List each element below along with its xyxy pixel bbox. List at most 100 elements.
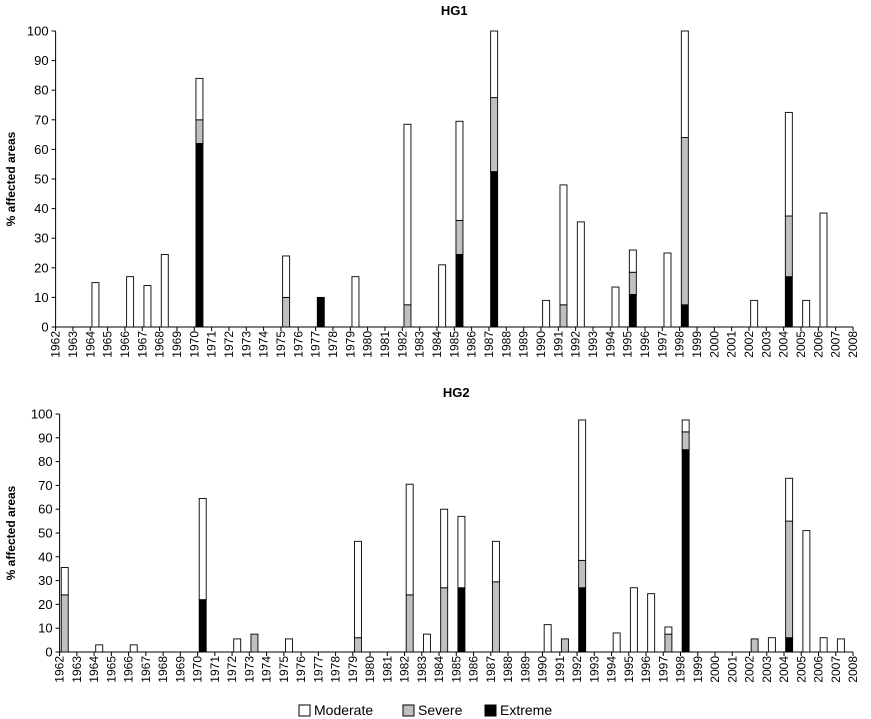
x-tick-label: 1991 (551, 331, 565, 358)
bar-segment-moderate (681, 419, 690, 433)
y-axis-label: % affected areas (4, 485, 18, 580)
x-tick-label: 1998 (673, 331, 687, 358)
x-tick-label: 2006 (811, 331, 825, 358)
x-tick-label: 2005 (794, 331, 808, 358)
bar-segment-severe (405, 594, 414, 653)
x-tick-label: 1984 (432, 656, 446, 683)
x-tick-label: 1971 (205, 331, 219, 358)
bar-segment-moderate (819, 212, 828, 328)
x-tick-label: 2004 (777, 331, 791, 358)
x-tick-label: 1983 (415, 656, 429, 683)
x-tick-label: 2002 (742, 331, 756, 358)
x-tick-label: 1965 (104, 656, 118, 683)
bar-segment-moderate (629, 587, 638, 653)
x-tick-label: 2001 (725, 656, 739, 683)
x-tick-label: 1966 (118, 331, 132, 358)
y-tick-label: 20 (34, 260, 48, 275)
x-tick-label: 2003 (760, 656, 774, 683)
bar-segment-moderate (819, 637, 828, 653)
bar-segment-moderate (647, 593, 656, 653)
bar-segment-moderate (802, 299, 811, 328)
x-tick-label: 1983 (413, 331, 427, 358)
x-tick-label: 1964 (83, 331, 97, 358)
bar-segment-moderate (785, 477, 794, 522)
y-tick-label: 40 (38, 549, 52, 564)
x-tick-label: 1986 (467, 656, 481, 683)
bar-segment-extreme (681, 449, 690, 653)
bar-segment-moderate (767, 637, 776, 653)
bar-segment-moderate (284, 638, 293, 653)
y-tick-label: 70 (34, 112, 48, 127)
x-tick-label: 1967 (139, 656, 153, 683)
x-tick-label: 1984 (430, 331, 444, 358)
bar-segment-severe (490, 97, 499, 173)
x-tick-label: 2008 (846, 331, 860, 358)
bar-segment-moderate (457, 515, 466, 589)
bar-segment-extreme (490, 171, 499, 328)
x-tick-label: 1992 (569, 331, 583, 358)
chart-panel-hg2: HG2 % affected areas 0 10 20 30 40 50 60 70 80 90 10… (4, 385, 860, 683)
x-tick-label: 1985 (449, 656, 463, 683)
bar-segment-moderate (60, 567, 69, 596)
y-tick-label: 80 (34, 83, 48, 98)
y-tick-label: 60 (34, 142, 48, 157)
bar-segment-moderate (126, 276, 135, 328)
y-tick-label: 90 (38, 430, 52, 445)
legend-label-moderate: Moderate (314, 702, 373, 718)
bar-segment-extreme (198, 599, 207, 653)
bar-segment-moderate (353, 540, 362, 639)
chart-title: HG1 (441, 3, 468, 18)
x-tick-label: 1978 (329, 656, 343, 683)
x-tick-label: 1973 (239, 331, 253, 358)
legend: Moderate Severe Extreme (298, 702, 552, 718)
x-tick-label: 1994 (605, 656, 619, 683)
x-tick-label: 1976 (291, 331, 305, 358)
legend-label-severe: Severe (418, 702, 463, 718)
x-tick-label: 2007 (829, 331, 843, 358)
bar-segment-moderate (611, 286, 620, 328)
bar-segment-severe (353, 637, 362, 653)
y-tick-label: 0 (45, 645, 52, 660)
x-tick-label: 1996 (639, 656, 653, 683)
x-tick-label: 1974 (260, 656, 274, 683)
bar-segment-moderate (160, 254, 169, 328)
x-tick-label: 1997 (655, 331, 669, 358)
bar-segment-severe (440, 587, 449, 653)
y-tick-label: 90 (34, 53, 48, 68)
x-tick-label: 1995 (621, 331, 635, 358)
x-tick-label: 1964 (87, 656, 101, 683)
y-tick-label: 30 (34, 231, 48, 246)
y-tick-label: 10 (38, 621, 52, 636)
x-tick-label: 1976 (294, 656, 308, 683)
x-tick-label: 1989 (517, 331, 531, 358)
x-tick-label: 1972 (225, 656, 239, 683)
x-tick-label: 1972 (222, 331, 236, 358)
bar-segment-severe (664, 633, 673, 653)
x-tick-label: 1962 (49, 331, 63, 358)
y-axis-label: % affected areas (4, 131, 18, 226)
bar-segment-moderate (129, 644, 138, 653)
bar-segment-severe (785, 520, 794, 639)
bar-segment-severe (282, 296, 291, 328)
bar-segment-moderate (559, 184, 568, 306)
bar-segment-severe (681, 431, 690, 451)
bar-segment-moderate (578, 419, 587, 561)
x-tick-label: 2004 (777, 656, 791, 683)
bar-segment-extreme (455, 254, 464, 328)
bar-segment-moderate (440, 508, 449, 589)
bar-segment-extreme (785, 637, 794, 653)
x-tick-label: 2000 (707, 331, 721, 358)
x-tick-label: 1981 (378, 331, 392, 358)
x-tick-label: 1988 (499, 331, 513, 358)
x-tick-label: 2006 (812, 656, 826, 683)
bar-segment-severe (250, 633, 259, 653)
bar-segment-moderate (750, 299, 759, 328)
bar-segment-moderate (784, 111, 793, 217)
y-tick-label: 100 (31, 407, 53, 422)
x-tick-label: 1963 (66, 331, 80, 358)
x-tick-label: 1994 (603, 331, 617, 358)
x-tick-label: 1980 (363, 656, 377, 683)
bar-segment-moderate (405, 483, 414, 596)
bar-segment-moderate (490, 30, 499, 99)
bar-segment-severe (560, 638, 569, 653)
